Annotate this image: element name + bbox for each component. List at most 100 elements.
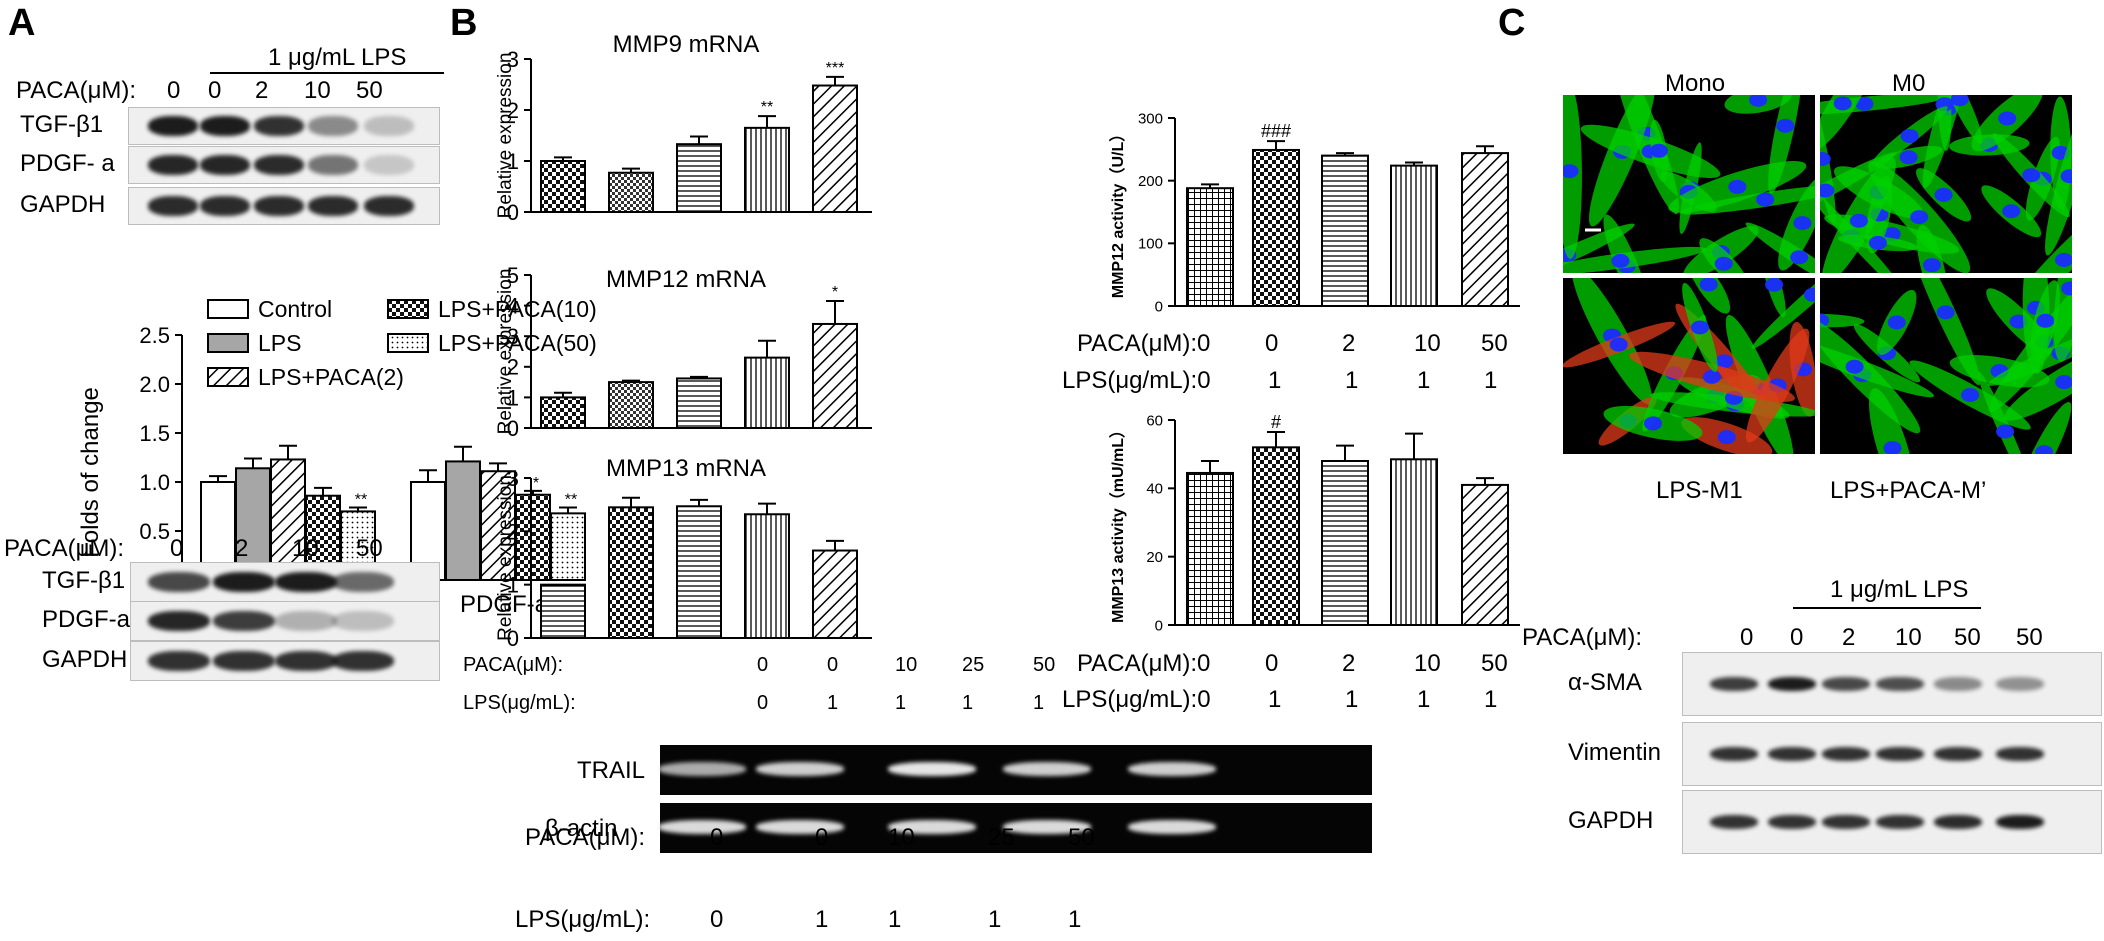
bar <box>812 322 858 429</box>
blot-band <box>254 116 304 136</box>
nucleus <box>1790 250 1809 265</box>
nucleus <box>1563 164 1579 179</box>
legend-swatch <box>207 299 249 319</box>
blot-membrane <box>130 601 440 641</box>
legend-swatch <box>387 299 429 319</box>
bar <box>1390 458 1438 626</box>
y-tick-label: 3 <box>507 466 519 491</box>
bar <box>1321 460 1369 626</box>
bar <box>270 458 306 581</box>
legend-label: LPS <box>258 330 301 356</box>
bar <box>744 513 790 639</box>
bar <box>1186 187 1234 307</box>
gel-band <box>1003 820 1091 834</box>
mmp-paca-value: 0 <box>757 654 769 676</box>
bar <box>608 171 654 213</box>
nucleus <box>1611 253 1630 268</box>
lane-label: 0 <box>1790 624 1804 651</box>
nucleus <box>1609 337 1628 352</box>
bar <box>480 470 516 581</box>
blot-membrane <box>128 146 440 184</box>
blot-band <box>364 155 414 175</box>
gel-strip <box>658 745 1372 795</box>
nucleus <box>1922 258 1941 273</box>
blot-band <box>275 611 337 631</box>
micrograph-image <box>1820 278 2072 454</box>
lps-header-c: 1 μg/mL LPS <box>1830 576 1969 603</box>
blot-row-label: PDGF- a <box>20 150 115 177</box>
activity-paca-label: PACA(μM):0 <box>1077 330 1211 357</box>
blot-band <box>1876 815 1924 829</box>
blot-band <box>1876 677 1924 691</box>
gel-band <box>1003 762 1091 776</box>
bar <box>676 143 722 213</box>
activity-paca-value: 2 <box>1342 650 1356 677</box>
activity-paca-value: 2 <box>1342 330 1356 357</box>
y-tick-label: 300 <box>1138 110 1163 127</box>
activity-paca-value: 0 <box>1265 330 1279 357</box>
bar <box>812 549 858 639</box>
significance-label: ** <box>355 491 367 508</box>
activity-lps-value: 1 <box>1417 367 1431 394</box>
y-tick-label: 4 <box>507 294 519 319</box>
nucleus <box>1643 416 1662 431</box>
nucleus <box>2002 204 2021 219</box>
bar <box>812 84 858 213</box>
lane-label: 50 <box>1954 624 1981 651</box>
blot-band <box>332 651 394 671</box>
y-tick-label: 200 <box>1138 173 1163 190</box>
mmp-lps-value: 1 <box>962 692 974 714</box>
chart-B-mmp12: 0 1 2 3 4 5 MMP12 mRNA Relative expression * <box>495 263 872 441</box>
blot-band <box>213 572 275 592</box>
blot-membrane <box>1682 722 2102 786</box>
activity-lps-value: 1 <box>1268 686 1282 713</box>
blot-band <box>200 155 250 175</box>
significance-label: ### <box>1261 121 1291 141</box>
y-tick-label: 2.0 <box>139 372 170 397</box>
mmp-paca-value: 25 <box>962 654 985 676</box>
nucleus <box>1715 354 1734 369</box>
nucleus <box>1883 441 1902 454</box>
nucleus <box>1833 96 1852 111</box>
blot-band <box>148 196 198 216</box>
blot-membrane <box>1682 652 2102 716</box>
lane-label: 50 <box>356 77 383 104</box>
blot-band <box>1934 677 1982 691</box>
legend-swatch <box>207 367 249 387</box>
blot-row-label: Vimentin <box>1568 739 1661 766</box>
nucleus <box>2060 169 2072 184</box>
y-tick-label: 0 <box>507 626 519 651</box>
micrograph <box>1820 278 2072 454</box>
bar <box>1252 148 1300 307</box>
nucleus <box>1950 95 1969 107</box>
bar <box>550 512 586 581</box>
nucleus <box>1936 305 1955 320</box>
panel-letter-c: C <box>1498 2 1526 44</box>
paca-label-gel: PACA(μM): <box>525 824 646 851</box>
bar <box>1461 152 1509 307</box>
nucleus <box>1699 278 1718 292</box>
lps-bracket-c <box>1793 607 1981 609</box>
blot-row-label: PDGF-a <box>42 606 131 633</box>
mmp-lps-value: 1 <box>1033 692 1045 714</box>
bar <box>744 126 790 213</box>
blot-band <box>254 196 304 216</box>
lane-label: 0 <box>208 77 222 104</box>
chart-title: MMP12 mRNA <box>606 266 766 293</box>
lane-label: 50 <box>356 535 383 562</box>
y-tick-label: 3 <box>507 47 519 72</box>
significance-label: * <box>832 284 838 301</box>
panel-letter-a: A <box>8 2 36 44</box>
gel-lps-value: 1 <box>888 906 902 933</box>
chart-B-mmp12act: 0 100 200 300 MMP12 activity（U/L） ### <box>1109 110 1520 315</box>
micrograph-image <box>1820 95 2072 273</box>
legend-label: LPS+PACA(2) <box>258 364 404 390</box>
nucleus <box>1845 359 1864 374</box>
nucleus <box>1765 278 1784 292</box>
micro-label-mono: Mono <box>1665 70 1726 97</box>
nucleus <box>1998 111 2017 126</box>
blot-band <box>1996 677 2044 691</box>
micro-label-m0: M0 <box>1892 70 1926 97</box>
legend-label: Control <box>258 296 332 322</box>
y-tick-label: 60 <box>1146 412 1163 429</box>
